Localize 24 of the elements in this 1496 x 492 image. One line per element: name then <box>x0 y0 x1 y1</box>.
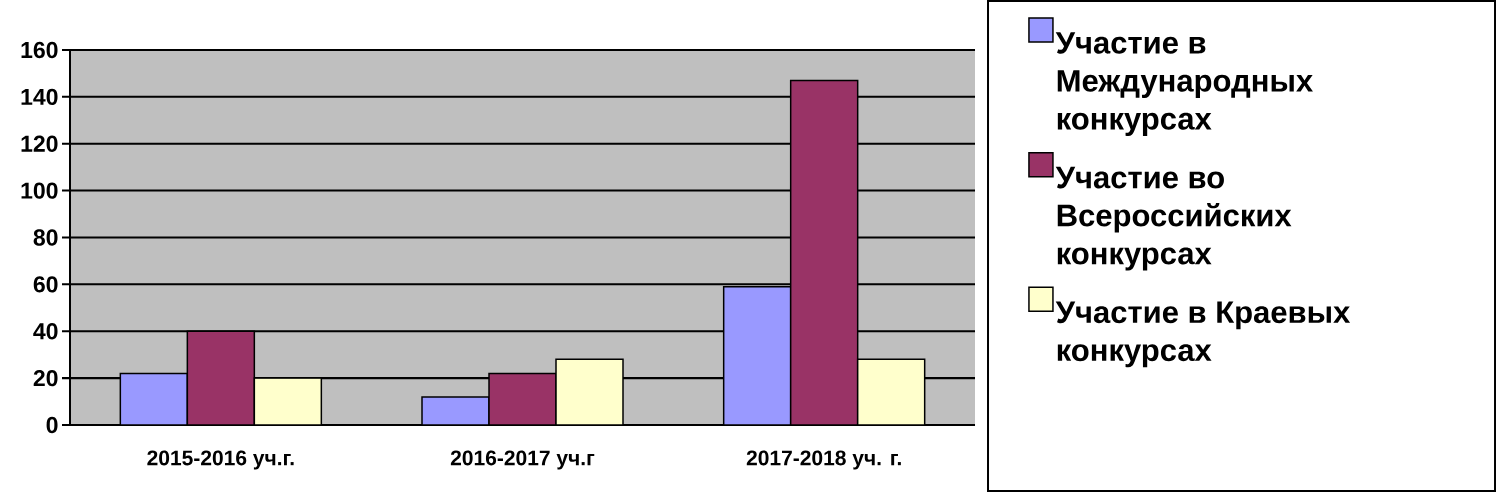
x-tick-label: 2016-2017 уч.г <box>450 450 595 470</box>
bar <box>421 396 490 425</box>
legend-label: Участие в Международных конкурсах <box>1055 32 1313 136</box>
bar <box>856 358 926 425</box>
legend-label: Участие в Краевых конкурсах <box>1055 301 1351 368</box>
y-tick-label: 60 <box>33 276 58 293</box>
bar <box>488 372 557 425</box>
bar <box>789 79 859 425</box>
y-tick-label: 80 <box>33 229 58 246</box>
y-tick-label: 20 <box>33 369 58 387</box>
y-tick-label: 120 <box>21 135 58 152</box>
y-tick-label: 40 <box>33 323 58 340</box>
x-tick-label: 2015-2016 уч.г. <box>147 450 294 470</box>
bar <box>722 285 792 425</box>
bar <box>253 377 323 425</box>
y-tick-label: 100 <box>21 182 58 199</box>
y-tick-label: 140 <box>21 88 58 106</box>
bar <box>186 330 256 425</box>
x-tick-label: 2017-2018 уч. г. <box>746 450 901 470</box>
y-tick-label: 0 <box>46 416 58 434</box>
bar <box>555 358 624 425</box>
bar <box>119 372 189 425</box>
legend-label: Участие во Всероссийских конкурсах <box>1055 166 1292 271</box>
y-tick-label: 160 <box>21 41 58 59</box>
